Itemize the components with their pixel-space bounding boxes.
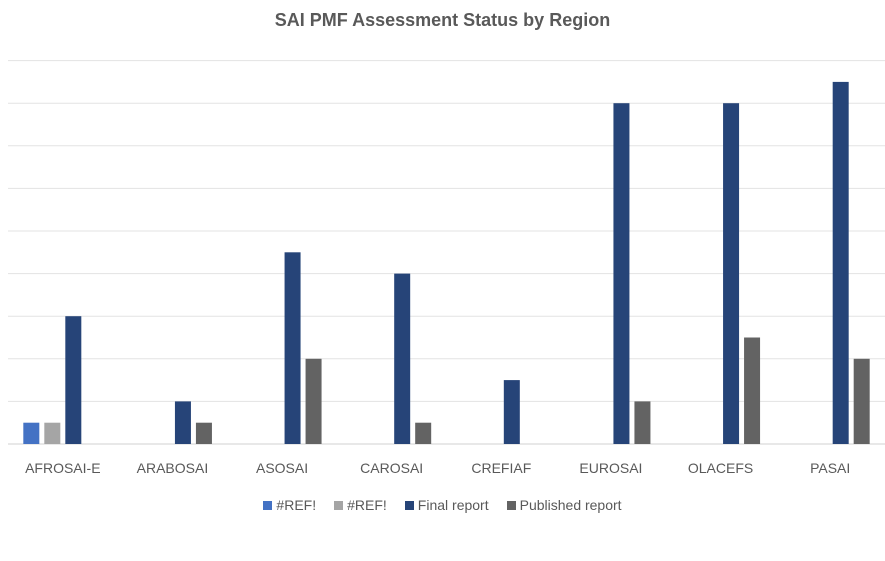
- legend-swatch: [263, 500, 273, 510]
- bar-afrosai-e-series-1: [44, 422, 61, 444]
- x-tick-label: ARABOSAI: [137, 460, 209, 476]
- bar-arabosai-series-2: [174, 401, 191, 444]
- chart-title: SAI PMF Assessment Status by Region: [274, 10, 611, 30]
- bar-crefiaf-series-2: [503, 380, 520, 444]
- legend-item: #REF!: [334, 497, 387, 513]
- x-tick-label: PASAI: [810, 460, 850, 476]
- bar-pasai-series-2: [832, 81, 849, 445]
- bar-eurosai-series-2: [613, 103, 630, 444]
- bar-asosai-series-2: [284, 252, 301, 444]
- legend-swatch: [404, 500, 414, 510]
- bar-olacefs-series-2: [723, 103, 740, 444]
- x-tick-label: CAROSAI: [360, 460, 423, 476]
- x-tick-label: ASOSAI: [256, 460, 308, 476]
- bar-afrosai-e-series-0: [23, 422, 40, 444]
- x-tick-label: EUROSAI: [579, 460, 642, 476]
- x-axis-labels: AFROSAI-E ARABOSAI ASOSAI CAROSAI CREFIAF EUR…: [25, 460, 850, 476]
- x-tick-label: OLACEFS: [688, 460, 753, 476]
- legend-swatch: [506, 500, 516, 510]
- legend-label: #REF!: [347, 497, 387, 513]
- legend-item: Published report: [506, 497, 622, 513]
- bar-pasai-series-3: [853, 358, 870, 444]
- x-tick-label: CREFIAF: [471, 460, 531, 476]
- legend-swatch: [334, 500, 344, 510]
- x-tick-label: AFROSAI-E: [25, 460, 100, 476]
- bar-olacefs-series-3: [744, 337, 761, 444]
- bar-carosai-series-2: [394, 273, 411, 444]
- bar-afrosai-e-series-2: [65, 316, 82, 444]
- bar-carosai-series-3: [415, 422, 432, 444]
- legend-label: Final report: [417, 497, 489, 513]
- legend-label: #REF!: [276, 497, 317, 513]
- bar-arabosai-series-3: [195, 422, 212, 444]
- bars: [23, 81, 870, 445]
- bar-asosai-series-3: [305, 358, 322, 444]
- legend-label: Published report: [519, 497, 622, 513]
- legend: #REF! #REF! Final report Published report: [0, 497, 885, 513]
- bar-eurosai-series-3: [634, 401, 651, 444]
- legend-item: Final report: [404, 497, 489, 513]
- legend-item: #REF!: [263, 497, 316, 513]
